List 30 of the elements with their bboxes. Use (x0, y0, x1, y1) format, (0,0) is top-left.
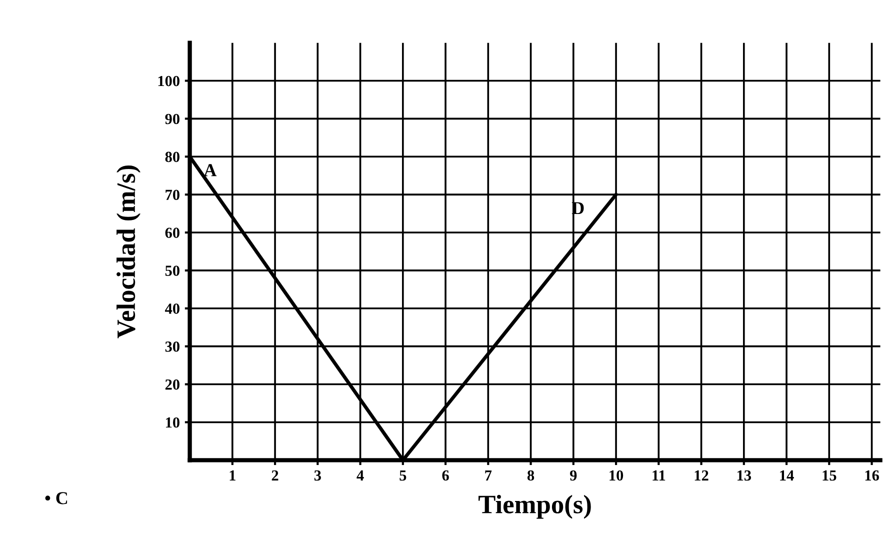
y-tick-label: 10 (166, 417, 180, 428)
y-tick-label: 40 (164, 304, 180, 314)
x-tick-label: 6 (442, 470, 449, 481)
x-tick-label: 3 (314, 470, 321, 481)
x-tick-label: 12 (694, 470, 708, 480)
x-tick-label: 10 (610, 470, 624, 481)
x-tick-label: 1 (230, 470, 236, 480)
x-axis-title: Tiempo(s) (478, 494, 591, 519)
x-tick-label: 2 (272, 470, 278, 480)
x-tick-label: 5 (400, 470, 406, 481)
x-tick-label: 14 (780, 470, 794, 480)
x-tick-label: 9 (570, 470, 577, 481)
x-tick-label: 16 (865, 470, 879, 481)
x-tick-label: 7 (485, 470, 492, 480)
y-tick-label: 30 (165, 341, 180, 352)
y-tick-label: 100 (158, 76, 180, 86)
y-tick-label: 70 (166, 190, 180, 200)
y-axis-title: Velocidad (m/s) (116, 166, 140, 338)
y-tick-label: 60 (165, 228, 180, 238)
y-tick-label: 90 (165, 114, 180, 124)
x-tick-label: 15 (822, 470, 836, 481)
y-tick-label: 50 (165, 266, 180, 276)
y-tick-label: 80 (165, 152, 180, 162)
annotation: A (204, 164, 217, 176)
y-tick-label: 20 (165, 379, 180, 390)
text: • C (45, 492, 68, 504)
x-tick-label: 13 (737, 470, 752, 481)
x-tick-label: 11 (652, 470, 666, 480)
x-tick-label: 4 (356, 470, 364, 480)
x-tick-label: 8 (527, 470, 534, 481)
